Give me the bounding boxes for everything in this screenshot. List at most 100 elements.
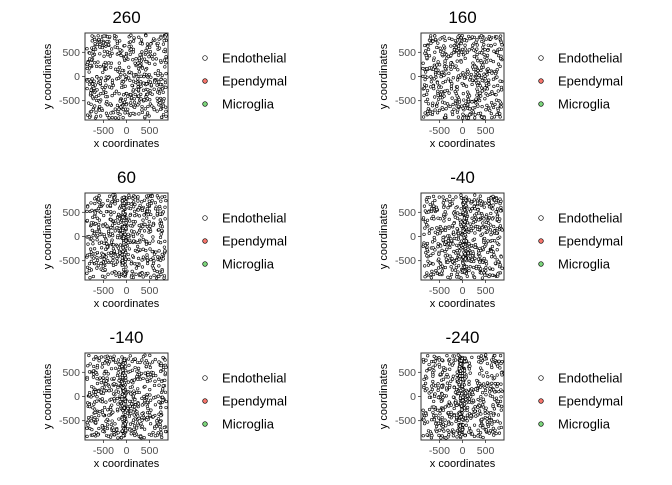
data-point	[434, 268, 438, 273]
data-point	[483, 273, 487, 277]
data-point	[94, 221, 98, 226]
data-point	[113, 202, 117, 206]
data-point	[142, 57, 147, 61]
data-point	[140, 108, 144, 112]
data-point	[433, 95, 437, 99]
data-point	[463, 47, 467, 51]
data-point	[133, 357, 137, 361]
data-point	[452, 107, 456, 111]
data-point	[440, 70, 444, 75]
data-point	[92, 432, 96, 437]
data-point	[452, 429, 456, 433]
data-point	[122, 394, 126, 398]
data-point	[465, 419, 469, 423]
legend-label-ependymal: Ependymal	[222, 74, 287, 89]
data-point	[96, 233, 100, 237]
data-point	[460, 50, 464, 54]
data-point	[430, 384, 434, 388]
data-point	[481, 426, 485, 430]
data-point	[110, 78, 115, 82]
data-point	[134, 266, 138, 270]
data-point	[105, 359, 109, 363]
data-point	[463, 252, 467, 256]
data-point	[477, 404, 482, 408]
data-point	[439, 226, 443, 230]
legend-label-ependymal: Ependymal	[558, 394, 623, 409]
data-point	[133, 202, 137, 207]
data-point	[142, 81, 146, 85]
data-point	[145, 400, 150, 404]
data-point	[158, 71, 162, 76]
data-point	[439, 89, 443, 94]
data-point	[91, 50, 95, 54]
data-point	[107, 116, 111, 120]
data-point	[129, 103, 133, 108]
data-point	[476, 80, 480, 85]
data-point	[109, 240, 114, 244]
data-point	[457, 100, 462, 104]
data-point	[159, 199, 163, 203]
data-point	[483, 97, 487, 101]
data-point	[498, 112, 502, 116]
data-point	[461, 71, 465, 75]
data-point	[467, 426, 472, 430]
data-point	[427, 228, 432, 232]
data-point	[123, 373, 127, 377]
data-point	[451, 434, 455, 438]
data-point	[87, 416, 91, 420]
data-point	[93, 247, 97, 251]
data-point	[92, 402, 96, 406]
data-point	[125, 111, 130, 115]
data-point	[94, 110, 98, 114]
data-point	[144, 364, 148, 369]
data-point	[153, 201, 158, 205]
data-point	[456, 78, 460, 82]
data-point	[90, 34, 94, 38]
data-point	[126, 252, 130, 257]
data-point	[489, 411, 493, 415]
data-point	[159, 222, 164, 226]
data-point	[468, 113, 472, 117]
data-point	[145, 395, 149, 399]
data-point	[426, 102, 431, 106]
data-point	[491, 59, 496, 64]
data-point	[103, 222, 108, 226]
data-point	[143, 371, 147, 375]
data-point	[163, 205, 167, 209]
data-point	[142, 229, 147, 233]
data-point	[110, 200, 114, 204]
data-point	[140, 66, 145, 70]
data-point	[120, 364, 124, 368]
data-point	[148, 49, 153, 54]
data-point	[443, 115, 447, 120]
data-point	[94, 95, 99, 99]
y-tick-label: 0	[410, 391, 416, 403]
data-point	[459, 402, 463, 406]
data-point	[161, 355, 165, 360]
data-point	[464, 423, 468, 427]
data-point	[431, 214, 435, 218]
data-point	[156, 255, 160, 259]
data-point	[113, 107, 117, 111]
data-point	[142, 435, 146, 440]
y-axis-label: y coordinates	[378, 203, 390, 269]
legend-label-microglia: Microglia	[558, 257, 611, 272]
data-point	[447, 422, 451, 426]
data-point	[491, 207, 495, 211]
data-point	[115, 236, 120, 240]
data-point	[148, 410, 152, 414]
data-point	[103, 268, 107, 272]
data-point	[493, 354, 497, 358]
data-point	[425, 218, 430, 222]
data-point	[463, 220, 467, 224]
data-point	[123, 365, 128, 369]
data-point	[136, 241, 140, 245]
data-point	[441, 107, 445, 112]
data-point	[485, 60, 489, 64]
data-point	[155, 269, 159, 274]
data-point	[164, 55, 168, 59]
data-point	[466, 70, 470, 74]
data-point	[97, 222, 101, 226]
data-point	[113, 422, 117, 426]
